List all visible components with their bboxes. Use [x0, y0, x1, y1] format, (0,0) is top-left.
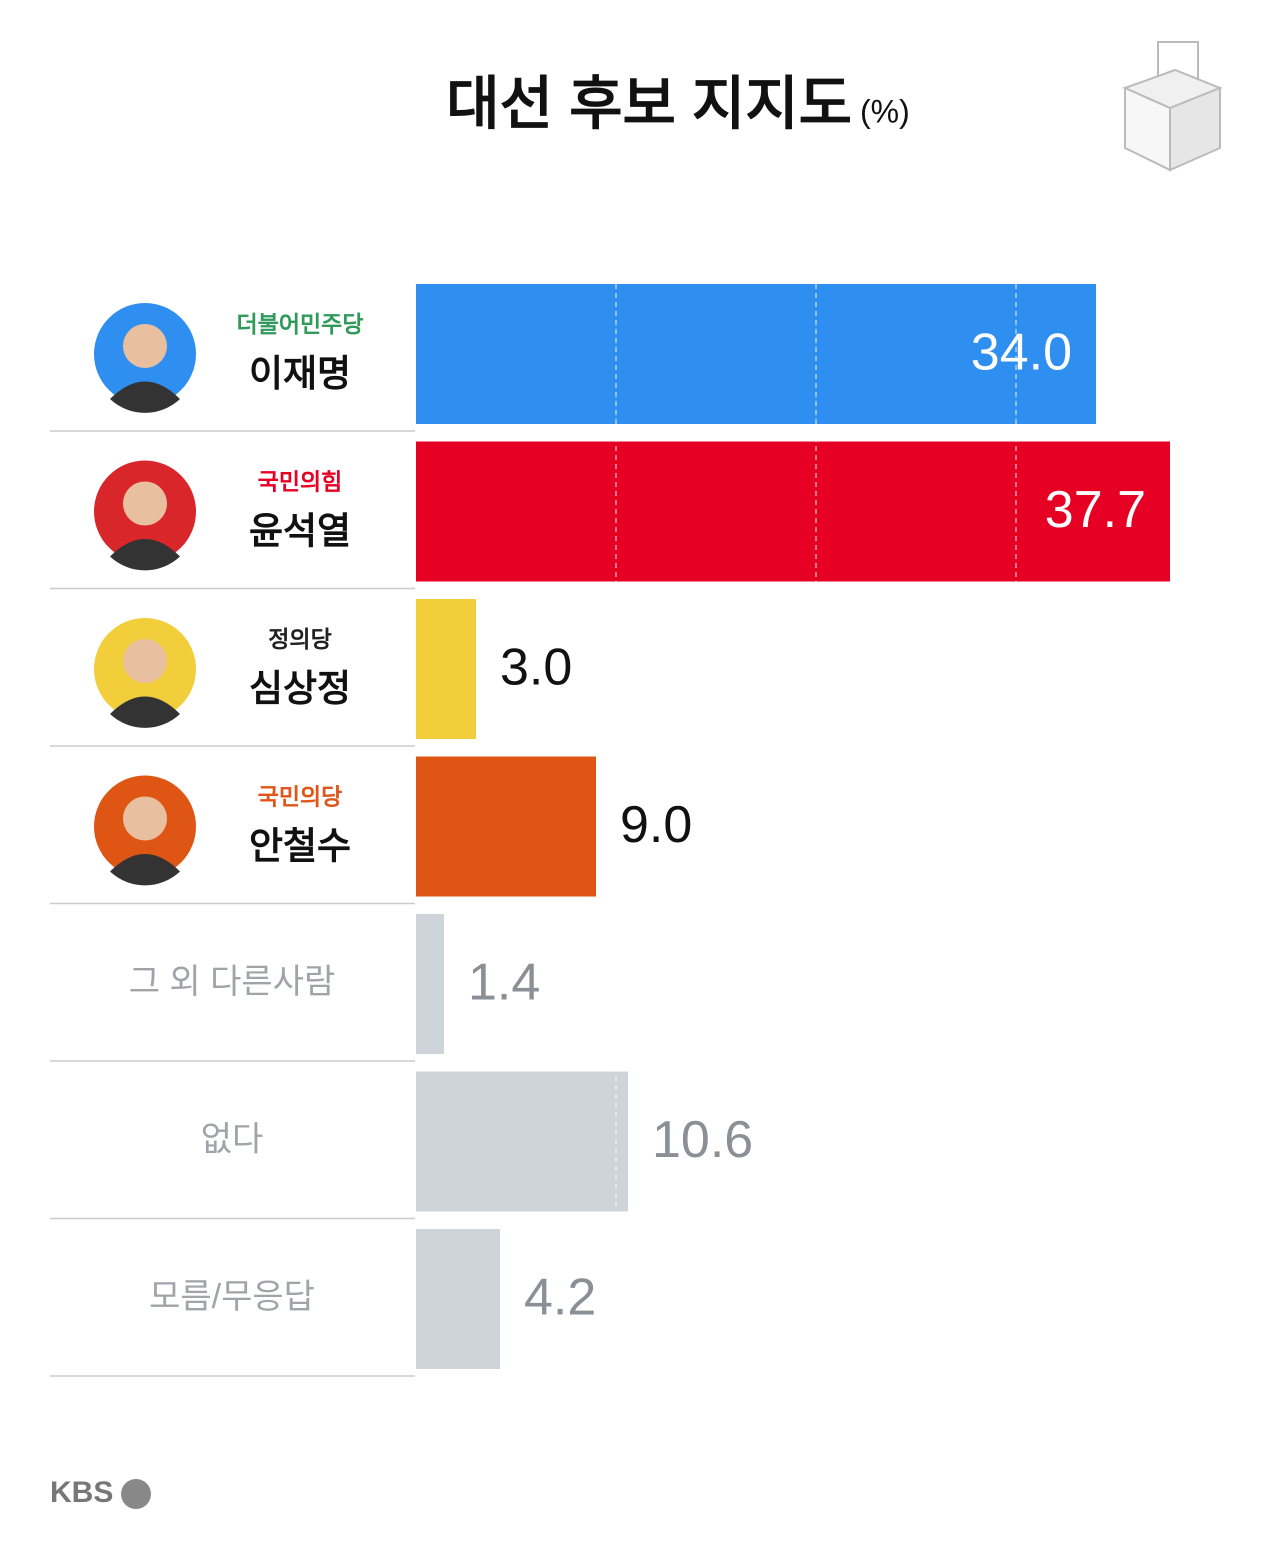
bar [416, 914, 444, 1054]
logo-icon [121, 1479, 151, 1509]
party-label: 정의당 [268, 626, 331, 652]
candidate-name: 심상정 [249, 668, 351, 709]
value-label: 37.7 [1045, 481, 1146, 539]
candidate-name: 이재명 [249, 353, 351, 394]
chart-title: 대선 후보 지지도 [446, 71, 852, 136]
category-label: 모름/무응답 [149, 1278, 315, 1316]
photo-face [123, 639, 167, 683]
ballot-box-icon [1122, 41, 1223, 172]
source-logo: KBS [50, 1476, 113, 1509]
photo-suit [110, 696, 180, 728]
bar [416, 599, 476, 739]
bar [416, 441, 1170, 582]
photo-face [123, 324, 167, 368]
bar [416, 1071, 628, 1212]
unit-label: (%) [860, 93, 910, 129]
category-label: 그 외 다른사람 [129, 963, 336, 1001]
bar [416, 1229, 500, 1369]
photo-suit [110, 854, 180, 886]
value-label: 9.0 [620, 796, 692, 854]
value-label: 4.2 [524, 1269, 596, 1327]
candidate-name: 윤석열 [249, 510, 351, 551]
photo-suit [110, 381, 180, 413]
candidate-name: 안철수 [249, 825, 351, 866]
category-label: 없다 [201, 1120, 264, 1158]
party-label: 더불어민주당 [237, 311, 364, 337]
party-label: 국민의힘 [258, 469, 343, 495]
photo-face [123, 796, 167, 841]
value-label: 34.0 [971, 324, 1072, 382]
bar [416, 284, 1096, 424]
photo-suit [110, 539, 180, 571]
bar [416, 756, 596, 897]
party-label: 국민의당 [258, 784, 343, 810]
value-label: 1.4 [468, 954, 540, 1012]
photo-face [123, 481, 167, 526]
value-label: 3.0 [500, 639, 572, 697]
value-label: 10.6 [652, 1111, 753, 1169]
